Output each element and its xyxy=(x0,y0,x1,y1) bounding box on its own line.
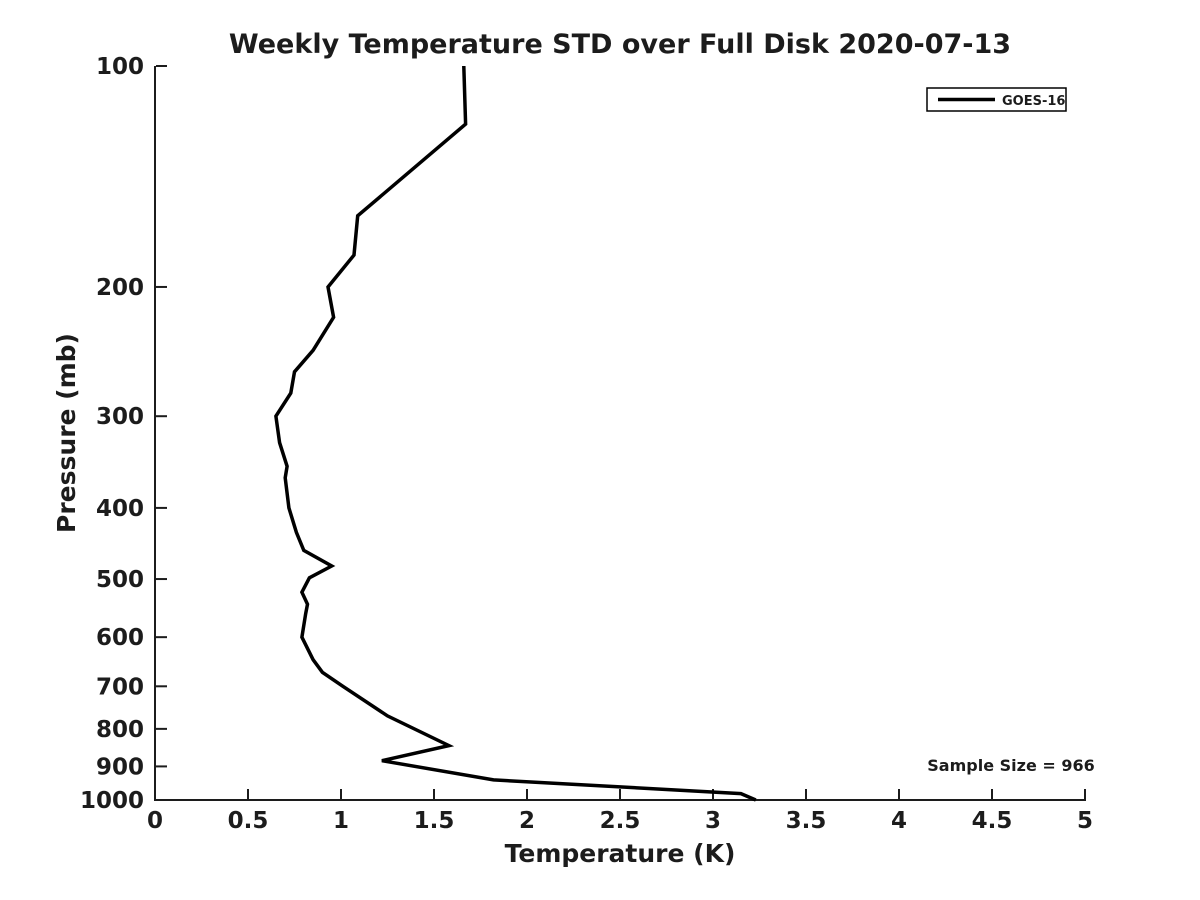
x-tick-label: 2 xyxy=(519,808,535,834)
y-tick-label: 800 xyxy=(96,717,144,743)
goes16-temperature-std-curve xyxy=(274,65,757,802)
x-tick-label: 5 xyxy=(1077,808,1093,834)
x-tick-label: 0.5 xyxy=(228,808,269,834)
y-tick-label: 100 xyxy=(96,54,144,80)
y-tick-label: 700 xyxy=(96,674,144,700)
x-tick-label: 0 xyxy=(147,808,163,834)
y-axis-ticks: 100 200 300 400 500 600 700 800 900 1000 xyxy=(80,54,167,814)
chart-title: Weekly Temperature STD over Full Disk 20… xyxy=(229,29,1011,60)
x-axis-ticks: 0 0.5 1 1.5 2 2.5 3 3.5 4 4.5 5 xyxy=(147,789,1093,834)
x-axis-label: Temperature (K) xyxy=(505,839,736,868)
legend-label-goes16: GOES-16 xyxy=(1002,94,1065,109)
y-tick-label: 300 xyxy=(96,404,144,430)
sample-size-annotation: Sample Size = 966 xyxy=(927,756,1094,775)
y-tick-label: 1000 xyxy=(80,788,144,814)
y-tick-label: 600 xyxy=(96,625,144,651)
x-tick-label: 3.5 xyxy=(786,808,827,834)
y-tick-label: 900 xyxy=(96,754,144,780)
y-tick-label: 500 xyxy=(96,567,144,593)
x-tick-label: 4 xyxy=(891,808,907,834)
x-tick-label: 3 xyxy=(705,808,721,834)
y-tick-label: 400 xyxy=(96,496,144,522)
legend-box xyxy=(926,87,1067,112)
x-tick-label: 1 xyxy=(333,808,349,834)
x-tick-label: 2.5 xyxy=(600,808,641,834)
x-tick-label: 1.5 xyxy=(414,808,455,834)
legend: GOES-16 xyxy=(926,87,1067,112)
x-tick-label: 4.5 xyxy=(972,808,1013,834)
y-axis-label: Pressure (mb) xyxy=(52,333,81,533)
y-tick-label: 200 xyxy=(96,275,144,301)
